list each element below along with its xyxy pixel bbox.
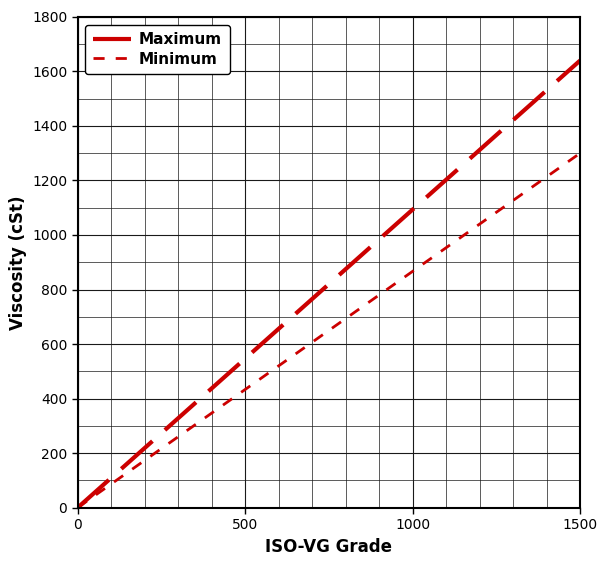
X-axis label: ISO-VG Grade: ISO-VG Grade [266,537,392,556]
Y-axis label: Viscosity (cSt): Viscosity (cSt) [8,195,26,329]
Legend: Maximum, Minimum: Maximum, Minimum [86,25,230,74]
